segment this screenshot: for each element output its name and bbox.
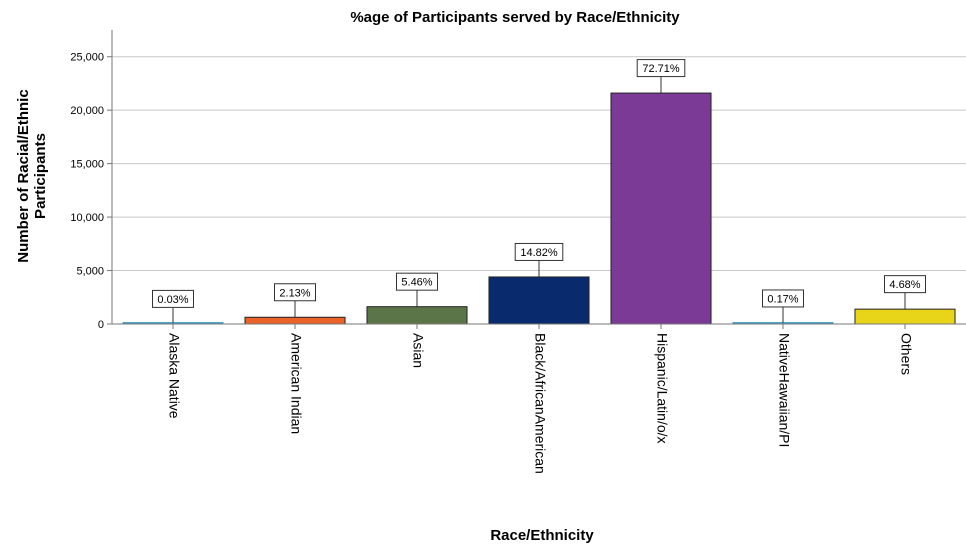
data-label: 0.17% bbox=[767, 293, 798, 305]
bar bbox=[488, 276, 590, 325]
y-axis-title-line-1: Number of Racial/Ethnic bbox=[15, 89, 32, 262]
y-tick-label: 10,000 bbox=[70, 212, 104, 224]
data-label-box bbox=[514, 242, 564, 261]
x-tick-label: Asian bbox=[410, 333, 426, 368]
data-label: 14.82% bbox=[520, 247, 558, 259]
data-label: 2.13% bbox=[279, 287, 310, 299]
x-tick-label: Others bbox=[898, 333, 914, 375]
y-tick-label: 20,000 bbox=[70, 105, 104, 117]
bars bbox=[122, 92, 956, 325]
x-tick-label: Black/AfricanAmerican bbox=[532, 333, 548, 474]
x-tick-label: Hispanic/Latin/o/x bbox=[654, 333, 670, 444]
y-axis-ticks: 0 5,000 10,000 15,000 20,000 25,000 bbox=[70, 52, 112, 331]
data-label: 72.71% bbox=[642, 63, 680, 75]
y-tick-label: 0 bbox=[98, 319, 104, 331]
bar bbox=[610, 92, 712, 325]
data-label: 4.68% bbox=[889, 279, 920, 291]
x-axis-title: Race/Ethnicity bbox=[490, 527, 594, 544]
x-axis-ticks: Alaska Native American Indian Asian Black/A… bbox=[166, 324, 914, 474]
x-tick-label: NativeHawaiian/PI bbox=[776, 333, 792, 447]
y-axis-title-line-2: Participants bbox=[32, 133, 49, 219]
data-label-box bbox=[762, 289, 804, 308]
chart-title: %age of Participants served by Race/Ethn… bbox=[350, 9, 680, 26]
data-label-box bbox=[636, 59, 686, 78]
data-label-box bbox=[274, 283, 316, 302]
y-tick-label: 25,000 bbox=[70, 52, 104, 64]
data-label-box bbox=[152, 289, 194, 308]
x-tick-label: American Indian bbox=[288, 333, 304, 434]
y-axis-title: Number of Racial/Ethnic Participants bbox=[15, 89, 49, 262]
data-label: 0.03% bbox=[157, 294, 188, 306]
x-tick-label: Alaska Native bbox=[166, 333, 182, 419]
y-tick-label: 15,000 bbox=[70, 159, 104, 171]
data-label: 5.46% bbox=[401, 277, 432, 289]
bar bbox=[366, 306, 468, 325]
data-label-box bbox=[884, 275, 926, 294]
bar bbox=[244, 316, 346, 325]
gridlines bbox=[112, 56, 966, 272]
y-tick-label: 5,000 bbox=[76, 266, 104, 278]
data-labels: 0.03% 2.13% 5.46% 14.82% 72.71% 0.17% 4.68% bbox=[152, 59, 926, 323]
data-label-box bbox=[396, 272, 438, 291]
bar bbox=[854, 308, 956, 325]
